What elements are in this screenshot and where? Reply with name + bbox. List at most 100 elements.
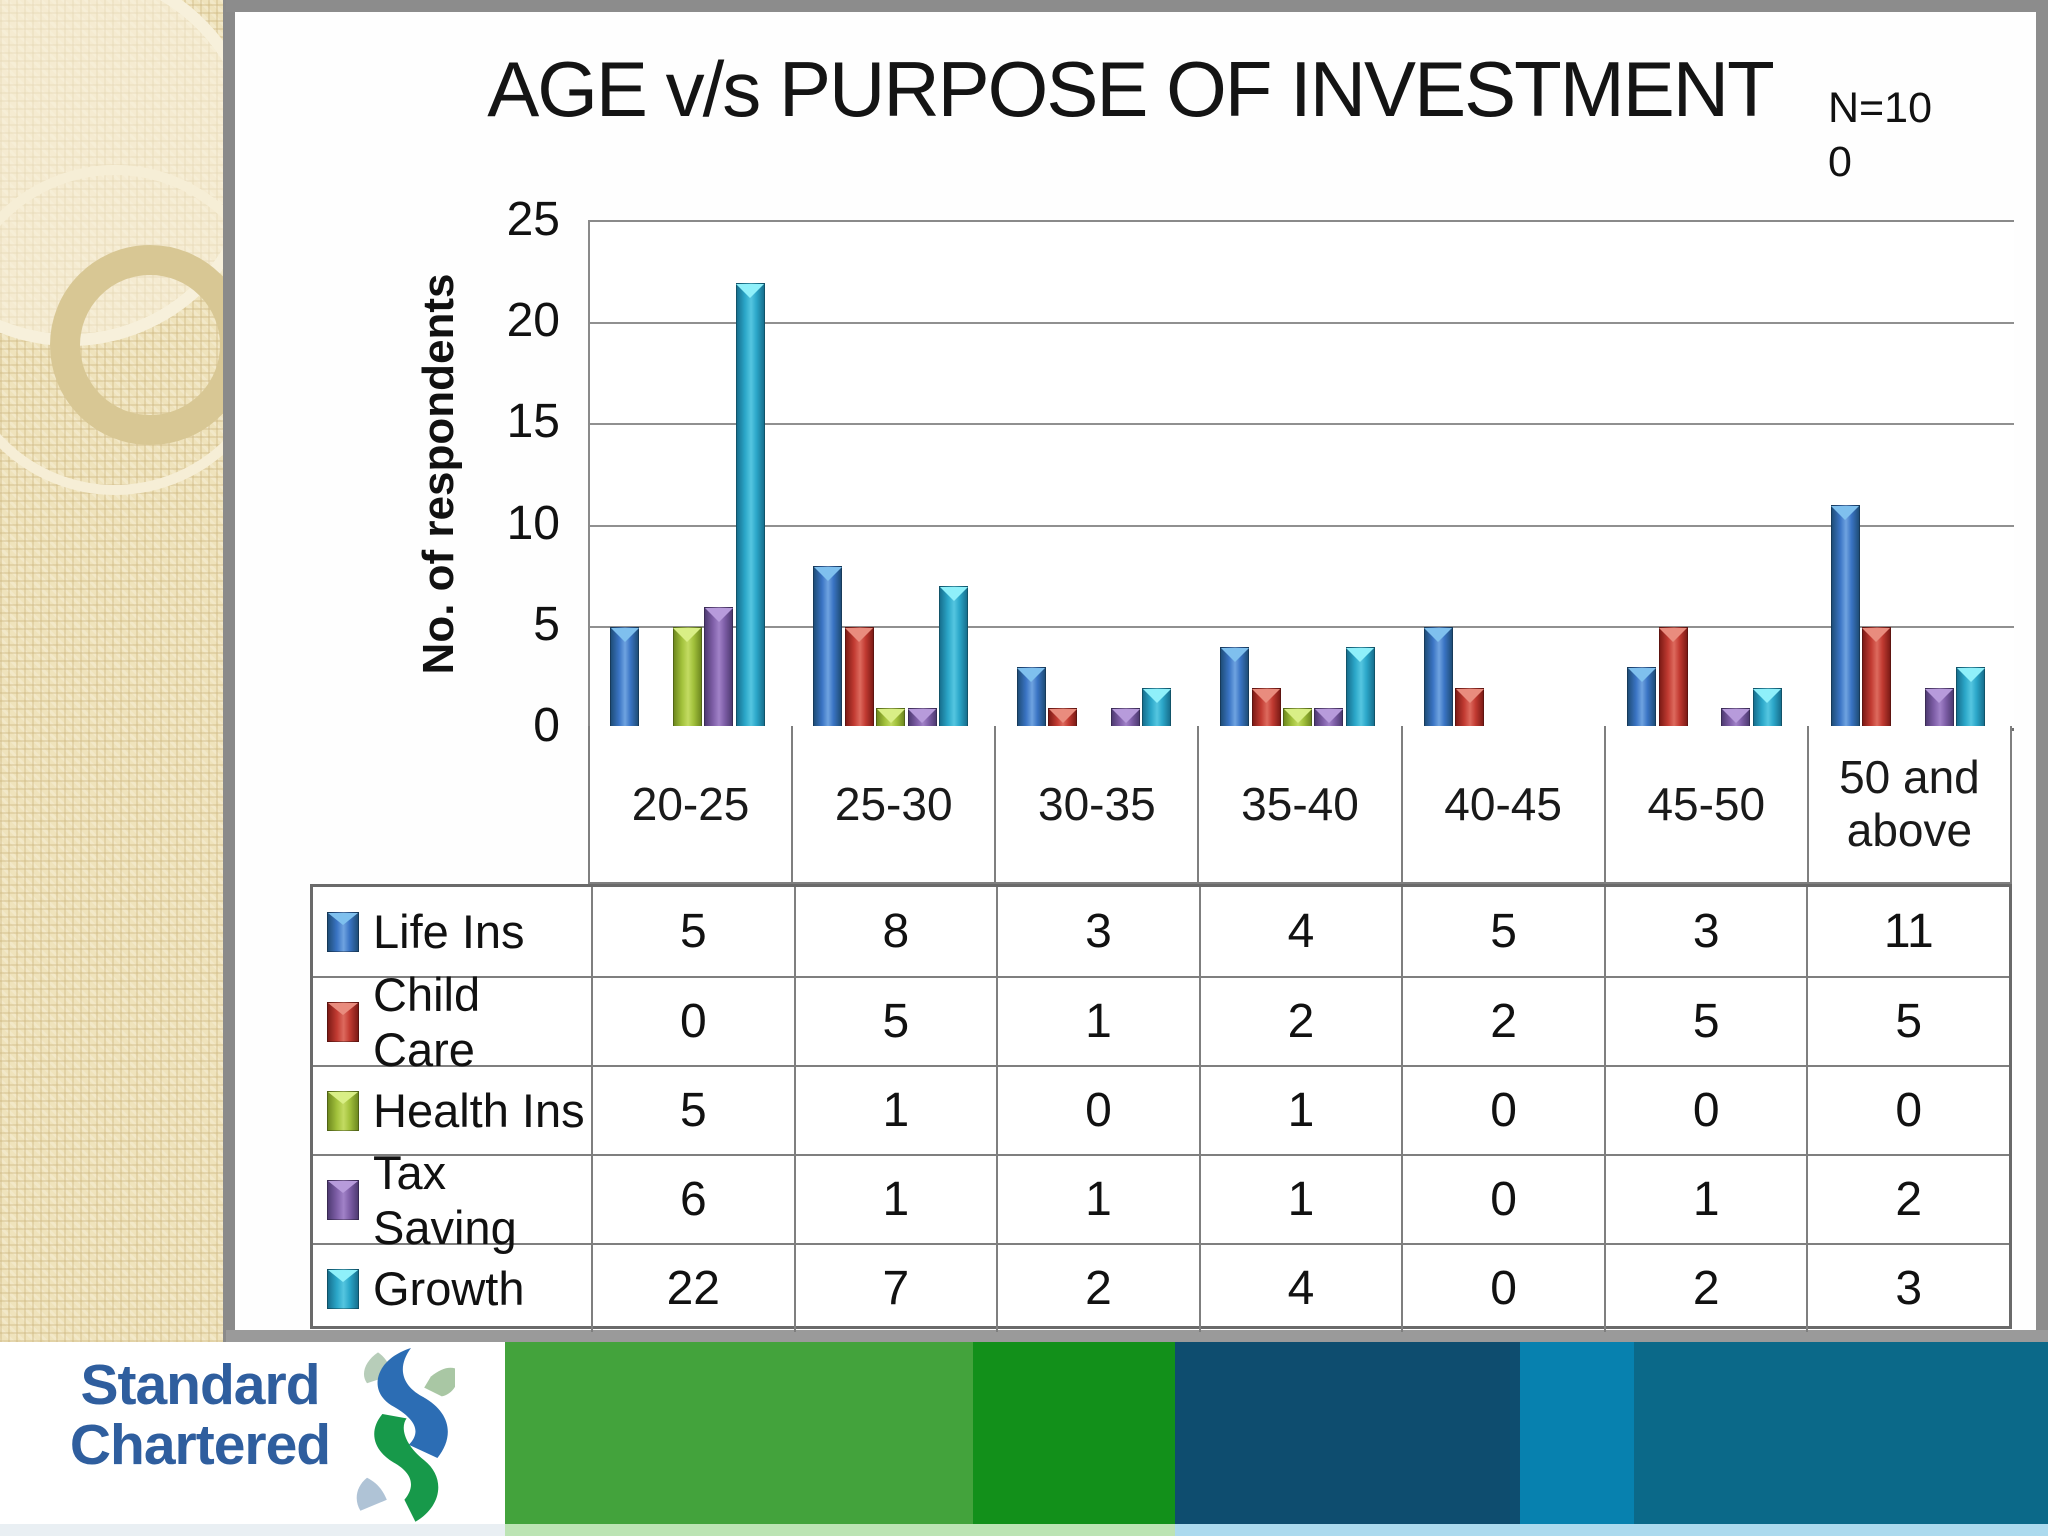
y-tick-20: 20 xyxy=(506,294,560,348)
bar-top-cap xyxy=(1111,708,1140,723)
bar-top-cap xyxy=(845,627,874,642)
bar-growth-25-30 xyxy=(939,586,969,728)
baseline-strip-1 xyxy=(505,1524,1175,1536)
bar-top-cap xyxy=(1862,627,1891,642)
value-cell-growth-45-50: 2 xyxy=(1603,1245,1807,1332)
bar-top-cap xyxy=(1283,708,1312,723)
value-cell-child-care-30-35: 1 xyxy=(996,978,1199,1065)
value-cell-child-care-40-45: 2 xyxy=(1401,978,1604,1065)
table-row-tax-saving: Tax Saving 6 1 1 1 0 1 2 xyxy=(313,1146,2009,1254)
legend-color-chip-icon xyxy=(327,911,359,952)
sample-size-note: N=100 xyxy=(1828,84,1932,186)
series-name: Child Care xyxy=(373,967,481,1076)
y-tick-15: 15 xyxy=(506,395,560,449)
table-row-life-ins: Life Ins 5 8 3 4 5 3 11 xyxy=(313,887,2009,976)
band-dark-green xyxy=(973,1342,1175,1536)
bar-child-care-35-40 xyxy=(1251,687,1281,728)
bar-top-cap xyxy=(1017,668,1046,683)
value-cell-health-ins-20-25: 5 xyxy=(591,1067,794,1154)
value-cell-health-ins-25-30: 1 xyxy=(793,1067,997,1154)
standard-chartered-s-icon xyxy=(356,1348,455,1522)
series-name: Tax Saving xyxy=(373,1145,517,1254)
x-axis-category-row: 20-25 25-30 30-35 35-40 40-45 45-50 50 and abo… xyxy=(588,726,2012,884)
bar-top-cap xyxy=(1424,627,1453,642)
bar-top-cap xyxy=(1659,627,1688,642)
y-tick-25: 25 xyxy=(506,193,560,246)
sidebar-circles-ornament xyxy=(0,0,226,495)
legend-chip-cap xyxy=(328,1091,358,1104)
bar-child-care-25-30 xyxy=(844,626,874,728)
slide-theme-sidebar xyxy=(0,0,226,1342)
bar-growth-35-40 xyxy=(1345,647,1375,728)
band-green xyxy=(505,1342,973,1536)
gridline-10 xyxy=(590,524,2014,527)
table-row-child-care: Child Care 0 5 1 2 2 5 5 xyxy=(313,968,2009,1076)
value-cell-growth-35-40: 4 xyxy=(1198,1245,1402,1332)
value-cell-tax-saving-30-35: 1 xyxy=(996,1156,1199,1243)
value-cell-life-ins-35-40: 4 xyxy=(1198,887,1402,976)
slide-border-left xyxy=(223,0,235,1342)
bar-tax-saving-35-40 xyxy=(1314,707,1344,728)
bar-life-ins-50-and-above xyxy=(1830,505,1860,728)
table-row-health-ins: Health Ins 5 1 0 1 0 0 0 xyxy=(313,1065,2009,1154)
value-cell-growth-50-and-above: 3 xyxy=(1806,1245,2009,1332)
value-cell-tax-saving-50-and-above: 2 xyxy=(1806,1156,2009,1243)
series-label-cell: Growth xyxy=(313,1245,591,1332)
y-tick-0: 0 xyxy=(533,699,560,752)
bar-child-care-40-45 xyxy=(1455,687,1485,728)
legend-chip-cap xyxy=(328,1269,358,1282)
bar-life-ins-20-25 xyxy=(610,626,639,728)
legend-color-chip-icon xyxy=(327,1090,359,1131)
series-label-cell: Child Care xyxy=(313,968,591,1076)
bar-tax-saving-50-and-above xyxy=(1924,687,1954,728)
bar-tax-saving-45-50 xyxy=(1721,707,1751,728)
standard-chartered-wordmark: Standard Chartered xyxy=(62,1355,338,1477)
standard-chartered-logo-panel: Standard Chartered xyxy=(0,1342,505,1536)
bar-health-ins-20-25 xyxy=(672,626,702,728)
bar-life-ins-45-50 xyxy=(1627,667,1657,728)
legend-color-chip-icon xyxy=(327,1179,359,1220)
series-label-cell: Health Ins xyxy=(313,1067,591,1154)
legend-color-chip-icon xyxy=(327,1268,359,1309)
bar-growth-50-and-above xyxy=(1956,667,1986,728)
value-cell-child-care-35-40: 2 xyxy=(1198,978,1402,1065)
logo-line2: Chartered xyxy=(69,1412,331,1477)
bar-top-cap xyxy=(610,627,639,642)
chart-title: AGE v/s PURPOSE OF INVESTMENT xyxy=(487,45,1775,133)
bar-top-cap xyxy=(673,627,702,642)
bar-life-ins-25-30 xyxy=(813,566,843,728)
bar-growth-45-50 xyxy=(1752,687,1782,728)
value-cell-child-care-25-30: 5 xyxy=(793,978,997,1065)
chart-data-table: Life Ins 5 8 3 4 5 3 11 Child Care 0 5 1 2 2 5 5 Health … xyxy=(310,884,2012,1332)
bar-top-cap xyxy=(1048,708,1077,723)
value-cell-tax-saving-45-50: 1 xyxy=(1603,1156,1807,1243)
value-cell-child-care-50-and-above: 5 xyxy=(1806,978,2009,1065)
category-label-25-30: 25-30 xyxy=(791,726,994,882)
bar-growth-20-25 xyxy=(735,282,765,728)
gridline-20 xyxy=(590,322,2014,325)
band-teal xyxy=(1634,1342,2048,1536)
value-cell-child-care-45-50: 5 xyxy=(1603,978,1807,1065)
bar-top-cap xyxy=(1220,648,1249,663)
value-cell-child-care-20-25: 0 xyxy=(591,978,794,1065)
bar-health-ins-25-30 xyxy=(876,707,906,728)
value-cell-health-ins-35-40: 1 xyxy=(1198,1067,1402,1154)
value-cell-tax-saving-20-25: 6 xyxy=(591,1156,794,1243)
series-name: Growth xyxy=(373,1262,525,1315)
value-cell-growth-20-25: 22 xyxy=(591,1245,794,1332)
legend-chip-cap xyxy=(328,912,358,925)
bar-top-cap xyxy=(1956,668,1985,683)
value-cell-health-ins-30-35: 0 xyxy=(996,1067,1199,1154)
bar-child-care-45-50 xyxy=(1658,626,1688,728)
slide-border-top xyxy=(226,0,2048,12)
slide-border-right xyxy=(2036,0,2048,1342)
bar-top-cap xyxy=(1252,688,1281,703)
category-label-40-45: 40-45 xyxy=(1400,726,1604,882)
category-label-20-25: 20-25 xyxy=(588,726,791,882)
bar-top-cap xyxy=(813,567,842,582)
value-cell-life-ins-45-50: 3 xyxy=(1603,887,1807,976)
bar-child-care-30-35 xyxy=(1048,707,1078,728)
bar-top-cap xyxy=(1627,668,1656,683)
bar-health-ins-35-40 xyxy=(1283,707,1313,728)
baseline-strip-0 xyxy=(0,1524,505,1536)
